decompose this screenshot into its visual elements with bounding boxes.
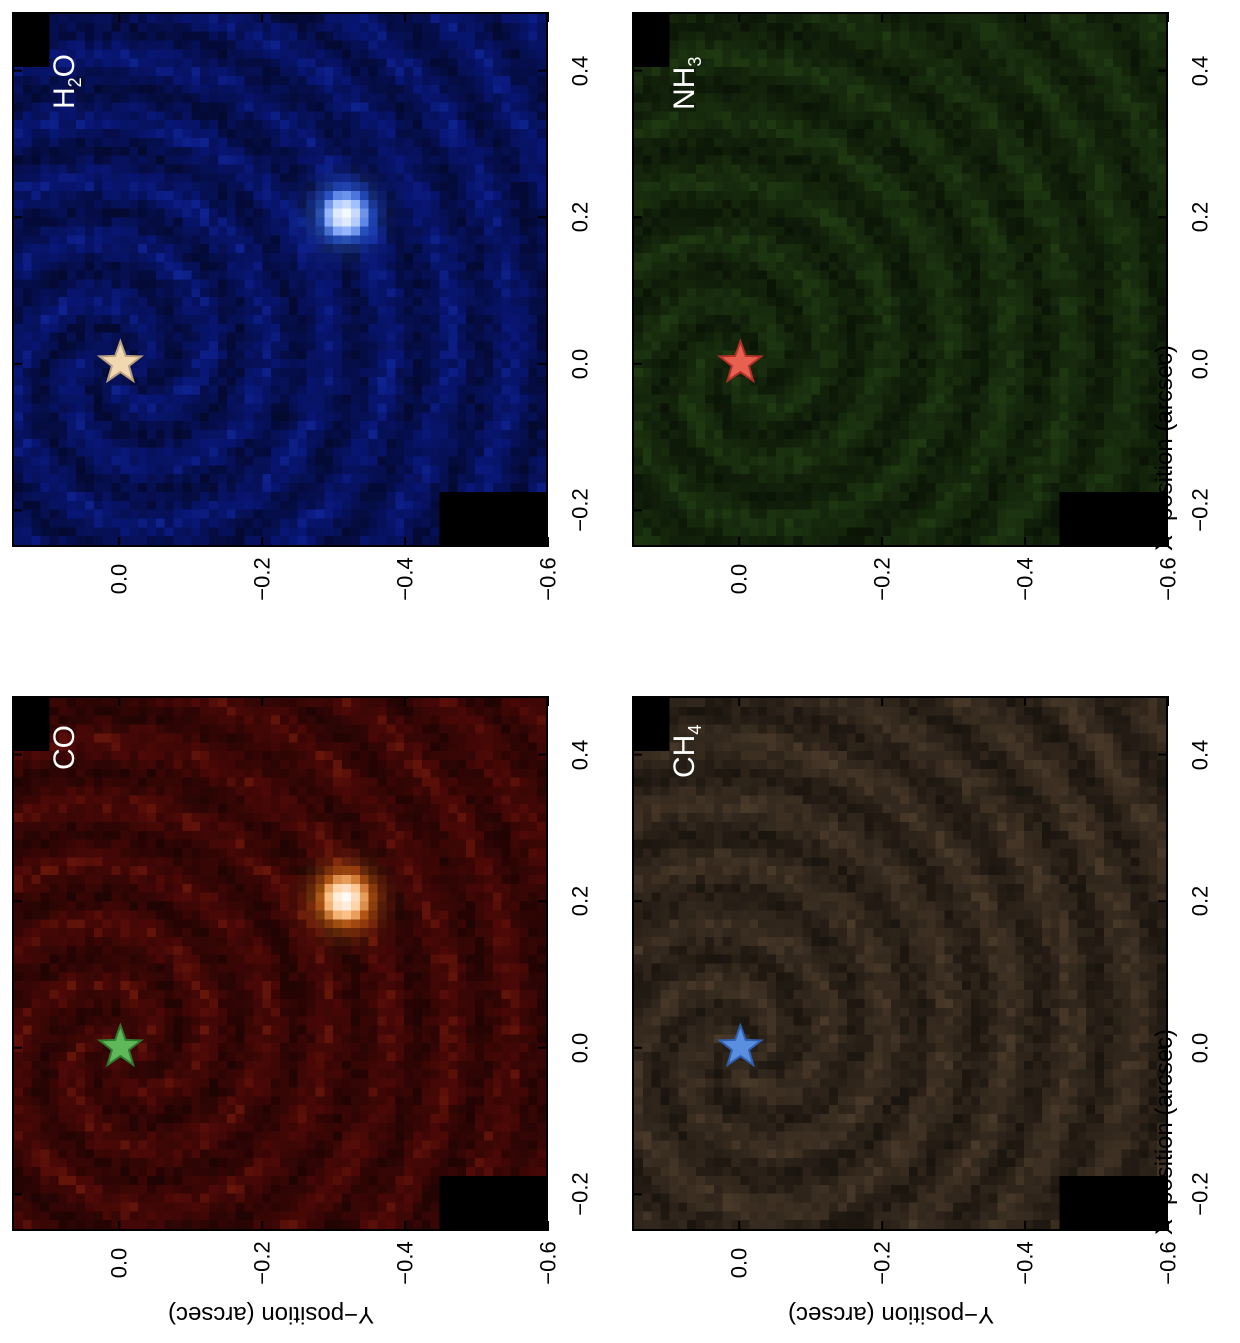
tick-label: −0.2	[869, 557, 895, 601]
host-star-marker	[716, 338, 764, 384]
tick-label: 0.0	[725, 563, 751, 595]
host-star-marker	[716, 1022, 764, 1068]
tick-label: 0.0	[105, 1247, 131, 1279]
ch4-label: CH4	[668, 724, 705, 778]
h2o-overlay	[96, 338, 144, 384]
tick-label: −0.2	[249, 557, 275, 601]
host-star-marker	[96, 338, 144, 384]
tick-label: −0.6	[1155, 1241, 1181, 1285]
nh3-panel: NH3	[632, 12, 1168, 547]
h2o-label: H2O	[48, 53, 85, 109]
tick-label: −0.2	[1187, 1172, 1213, 1217]
co-panel: CO	[12, 696, 548, 1231]
tick-label: 0.4	[566, 55, 592, 86]
ch4-overlay	[716, 1022, 764, 1068]
nh3-heatmap	[634, 14, 1166, 545]
h2o-heatmap	[14, 14, 546, 545]
tick-label: 0.4	[1186, 55, 1212, 86]
tick-label: −0.4	[392, 557, 418, 601]
tick-label: −0.4	[1012, 1241, 1038, 1285]
tick-label: 0.0	[725, 1247, 751, 1279]
h2o-panel: H2O	[12, 12, 548, 547]
tick-label: 0.2	[566, 201, 592, 233]
tick-label: −0.2	[249, 1241, 275, 1285]
tick-label: 0.2	[1186, 201, 1212, 233]
tick-label: −0.4	[392, 1241, 418, 1285]
tick-label: 0.0	[566, 348, 592, 380]
tick-label: 0.0	[566, 1032, 592, 1064]
co-overlay	[96, 1022, 144, 1068]
tick-label: 0.0	[1186, 1032, 1212, 1064]
tick-label: 0.4	[1186, 739, 1212, 770]
x-axis-title: X−position (arcsec)	[1151, 344, 1179, 552]
tick-label: 0.0	[105, 563, 131, 595]
tick-label: −0.2	[869, 1241, 895, 1285]
nh3-label: NH3	[668, 56, 705, 110]
tick-label: −0.6	[1155, 557, 1181, 601]
tick-label: −0.2	[567, 488, 593, 533]
y-axis-title: Y−position (arcsec)	[168, 1301, 375, 1328]
tick-label: −0.4	[1012, 557, 1038, 601]
x-axis-title: X−position (arcsec)	[1151, 1028, 1179, 1236]
host-star-marker	[96, 1022, 144, 1068]
y-axis-title: Y−position (arcsec)	[788, 1301, 995, 1328]
tick-label: −0.6	[535, 1241, 561, 1285]
tick-label: 0.4	[566, 739, 592, 770]
co-label: CO	[48, 725, 81, 770]
tick-label: 0.2	[566, 885, 592, 917]
tick-label: −0.2	[1187, 488, 1213, 533]
tick-label: −0.2	[567, 1172, 593, 1217]
nh3-overlay	[716, 338, 764, 384]
tick-label: 0.0	[1186, 348, 1212, 380]
tick-label: −0.6	[535, 557, 561, 601]
ch4-panel: CH4	[632, 696, 1168, 1231]
ch4-heatmap	[634, 698, 1166, 1229]
tick-label: 0.2	[1186, 885, 1212, 917]
co-heatmap	[14, 698, 546, 1229]
